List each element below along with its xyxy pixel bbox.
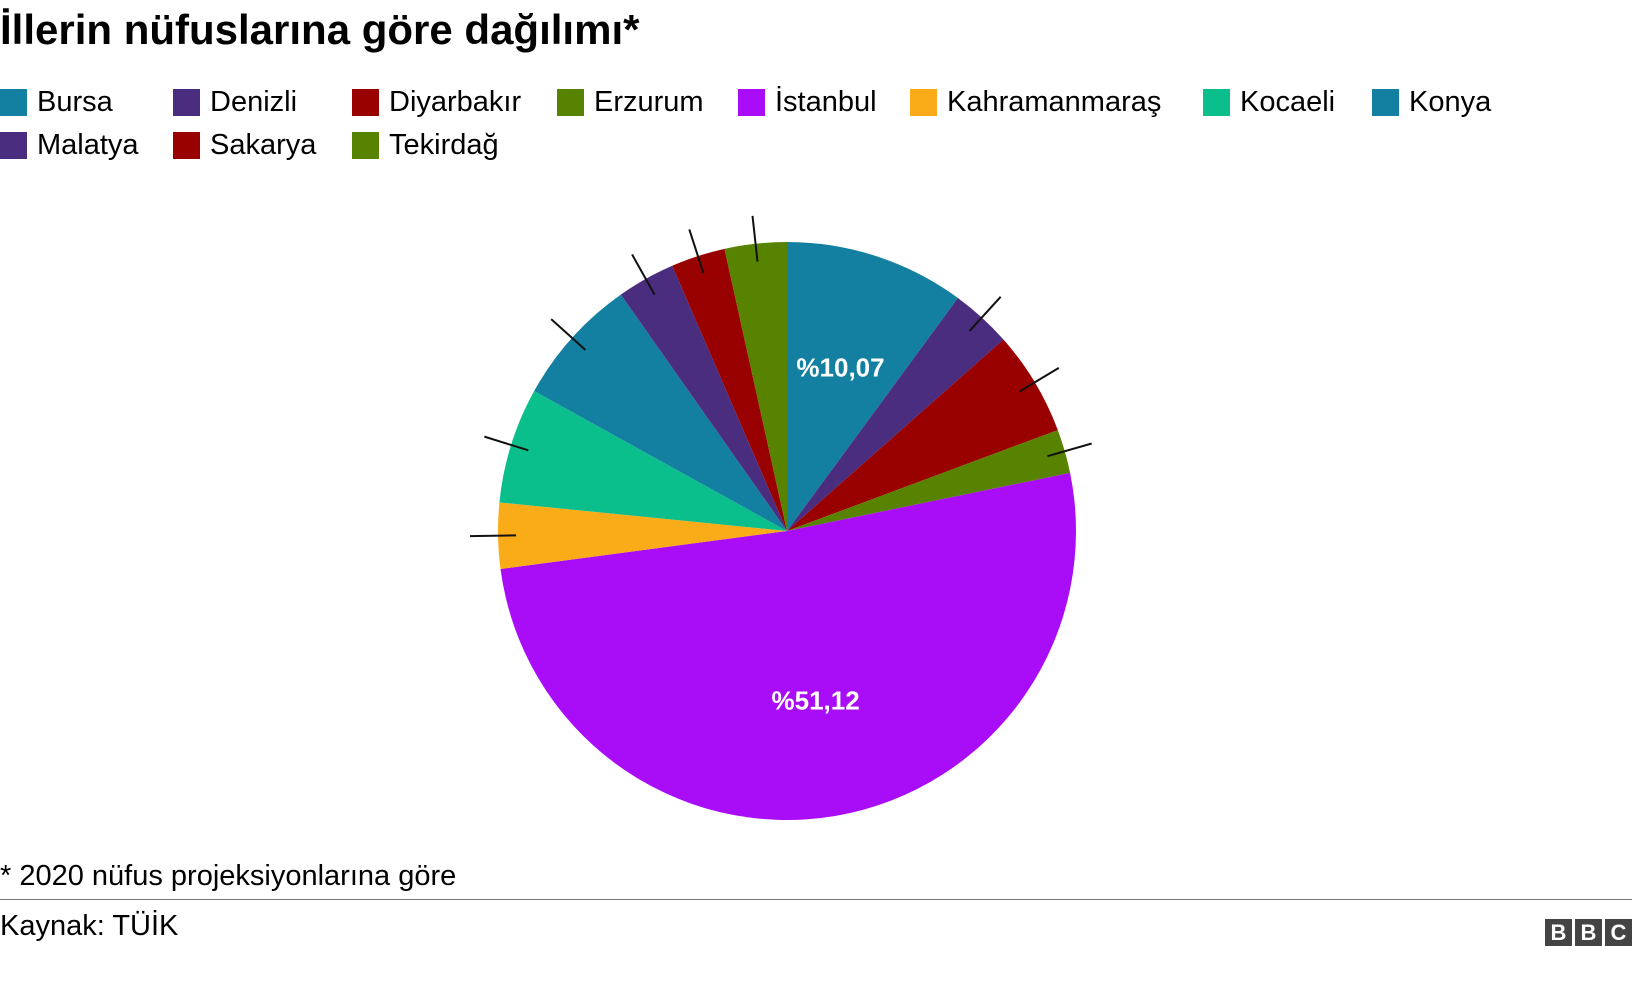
pie-slice-malatya xyxy=(620,265,787,531)
pie-slice-kahramanmaraş xyxy=(498,502,787,569)
legend-label: Konya xyxy=(1409,85,1492,118)
legend-item: Tekirdağ xyxy=(352,127,499,163)
legend-item: Konya xyxy=(1372,84,1491,120)
legend-swatch xyxy=(557,88,584,116)
legend-label: Bursa xyxy=(37,85,113,118)
legend-item: Sakarya xyxy=(173,127,316,163)
legend-swatch xyxy=(173,88,200,116)
pie-slice-bursa xyxy=(787,242,958,531)
legend-item: Kahramanmaraş xyxy=(910,84,1161,120)
source-note: Kaynak: TÜİK xyxy=(0,910,179,942)
legend-swatch xyxy=(0,88,27,116)
leader-line xyxy=(1047,442,1092,458)
pie-slice-tekirdağ xyxy=(724,242,787,531)
leader-line xyxy=(550,318,587,351)
data-label: %51,12 xyxy=(772,686,860,716)
legend-swatch xyxy=(1372,88,1399,116)
legend-label: Kocaeli xyxy=(1240,85,1336,118)
leader-line xyxy=(688,229,705,274)
legend-label: Erzurum xyxy=(594,85,704,118)
logo-letter: C xyxy=(1605,919,1632,946)
leader-line xyxy=(484,435,529,452)
pie-slice-denizli xyxy=(787,297,1004,531)
leader-line xyxy=(631,253,656,296)
legend-swatch xyxy=(0,131,27,159)
data-label: %10,07 xyxy=(796,353,884,383)
bbc-logo: B B C xyxy=(1545,919,1632,946)
legend-label: Malatya xyxy=(37,128,139,161)
legend-label: Tekirdağ xyxy=(389,128,499,161)
legend-item: Erzurum xyxy=(557,84,704,120)
pie-slice-kocaeli xyxy=(499,391,787,531)
pie-slice-i̇stanbul xyxy=(500,472,1076,821)
leader-line xyxy=(968,296,1002,332)
pie-slice-diyarbakır xyxy=(787,339,1058,531)
legend-swatch xyxy=(1203,88,1230,116)
leader-line xyxy=(470,534,517,538)
pie-slice-erzurum xyxy=(787,430,1071,531)
legend-item: Kocaeli xyxy=(1203,84,1335,120)
legend-item: Malatya xyxy=(0,127,139,163)
legend-swatch xyxy=(173,131,200,159)
legend-item: Bursa xyxy=(0,84,113,120)
leader-line xyxy=(751,215,759,262)
legend-swatch xyxy=(910,88,937,116)
legend-label: Diyarbakır xyxy=(389,85,522,118)
pie-slice-sakarya xyxy=(672,248,787,531)
legend-item: Diyarbakır xyxy=(352,84,521,120)
logo-letter: B xyxy=(1545,919,1572,946)
legend-item: İstanbul xyxy=(738,84,877,120)
legend-swatch xyxy=(738,88,765,116)
legend-label: Kahramanmaraş xyxy=(947,85,1162,118)
legend-item: Denizli xyxy=(173,84,297,120)
divider xyxy=(0,899,1632,900)
leader-line xyxy=(1018,367,1060,393)
pie-chart: %10,07 %51,12 xyxy=(470,215,1092,821)
footnote: * 2020 nüfus projeksiyonlarına göre xyxy=(0,860,457,892)
legend-swatch xyxy=(352,88,379,116)
legend-label: İstanbul xyxy=(775,85,877,118)
legend-label: Sakarya xyxy=(210,128,317,161)
pie-slice-konya xyxy=(534,294,787,531)
logo-letter: B xyxy=(1575,919,1602,946)
legend-swatch xyxy=(352,131,379,159)
legend-label: Denizli xyxy=(210,85,298,118)
chart-title: İllerin nüfuslarına göre dağılımı* xyxy=(0,6,640,53)
